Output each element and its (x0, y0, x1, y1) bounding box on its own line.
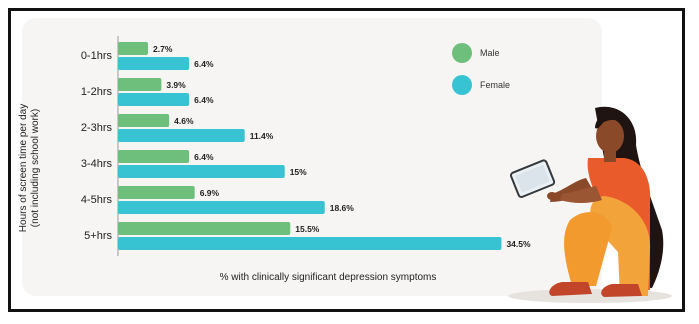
data-label-male-0-1hrs: 2.7% (153, 44, 173, 54)
data-label-female-1-2hrs: 6.4% (194, 95, 214, 105)
bar-female-0-1hrs (118, 57, 190, 70)
tick-label-4-5hrs: 4-5hrs (81, 194, 113, 206)
bar-female-3-4hrs (118, 165, 285, 178)
legend-swatch-female (452, 75, 472, 95)
bar-male-2-3hrs (118, 114, 170, 127)
y-axis-title-line2: (not including school work) (30, 108, 41, 228)
tick-label-1-2hrs: 1-2hrs (81, 86, 113, 98)
data-label-male-3-4hrs: 6.4% (194, 152, 214, 162)
data-label-male-1-2hrs: 3.9% (166, 80, 186, 90)
legend: Male Female (452, 42, 510, 106)
bar-male-5-hrs (118, 222, 291, 235)
bar-male-3-4hrs (118, 150, 190, 163)
data-label-female-2-3hrs: 11.4% (250, 131, 274, 141)
legend-item-female: Female (452, 74, 510, 96)
legend-swatch-male (452, 43, 472, 63)
data-label-female-0-1hrs: 6.4% (194, 59, 214, 69)
bar-female-1-2hrs (118, 93, 190, 106)
y-axis-title: Hours of screen time per day (not includ… (18, 104, 42, 232)
y-axis-title-line1: Hours of screen time per day (18, 103, 29, 233)
bar-female-4-5hrs (118, 201, 325, 214)
legend-label-male: Male (480, 48, 500, 58)
bar-male-4-5hrs (118, 186, 195, 199)
tick-label-2-3hrs: 2-3hrs (81, 122, 113, 134)
data-label-female-5-hrs: 34.5% (506, 239, 531, 249)
bar-female-5-hrs (118, 237, 502, 250)
legend-item-male: Male (452, 42, 510, 64)
data-label-male-5-hrs: 15.5% (295, 224, 320, 234)
data-label-female-4-5hrs: 18.6% (330, 203, 355, 213)
tick-label-3-4hrs: 3-4hrs (81, 158, 113, 170)
legend-label-female: Female (480, 80, 511, 90)
data-label-male-2-3hrs: 4.6% (174, 116, 194, 126)
person-with-tablet-illustration (508, 106, 672, 303)
x-axis-title: % with clinically significant depression… (219, 272, 437, 283)
bar-male-1-2hrs (118, 78, 162, 91)
data-label-male-4-5hrs: 6.9% (200, 188, 220, 198)
tick-label-0-1hrs: 0-1hrs (81, 50, 113, 62)
bar-male-0-1hrs (118, 42, 149, 55)
bar-female-2-3hrs (118, 129, 245, 142)
tick-label-5-hrs: 5+hrs (84, 230, 112, 242)
data-label-female-3-4hrs: 15% (290, 167, 307, 177)
